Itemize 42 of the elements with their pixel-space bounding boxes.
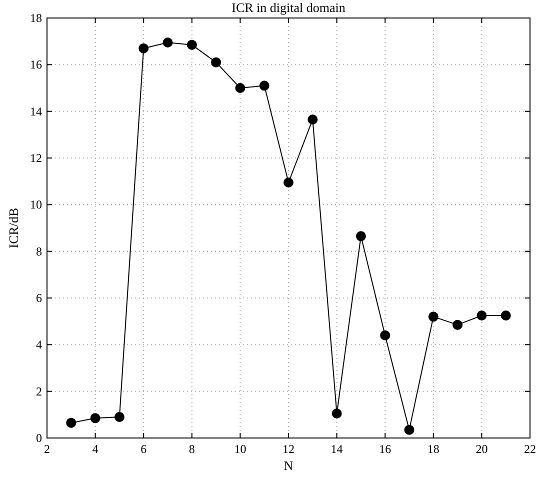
y-tick-label: 12 xyxy=(30,151,42,165)
x-axis-title: N xyxy=(284,458,294,473)
x-tick-label: 6 xyxy=(140,442,147,456)
y-tick-label: 10 xyxy=(30,198,42,212)
chart-title: ICR in digital domain xyxy=(232,0,346,15)
point xyxy=(186,40,197,50)
x-tick-label: 8 xyxy=(188,442,195,456)
y-tick-label: 4 xyxy=(36,338,42,352)
point xyxy=(356,231,366,242)
point xyxy=(500,310,511,320)
x-tick-label: 10 xyxy=(234,442,246,456)
point xyxy=(162,38,173,48)
y-tick-label: 18 xyxy=(30,11,42,25)
x-tick-label: 22 xyxy=(524,442,536,456)
point xyxy=(284,178,294,188)
x-tick-label: 18 xyxy=(427,442,440,456)
x-tick-label: 4 xyxy=(92,442,98,456)
y-tick-label: 0 xyxy=(36,431,42,445)
y-axis-title: ICR/dB xyxy=(6,207,21,248)
x-tick-label: 16 xyxy=(379,442,392,456)
point xyxy=(332,408,342,418)
point xyxy=(428,312,438,322)
point xyxy=(259,80,270,91)
point xyxy=(380,330,390,340)
y-tick-label: 6 xyxy=(36,291,42,305)
point xyxy=(476,310,487,320)
point xyxy=(90,413,100,424)
y-tick-label: 2 xyxy=(36,384,42,398)
point xyxy=(235,83,246,93)
point xyxy=(452,320,463,330)
y-tick-label: 14 xyxy=(30,104,42,118)
point xyxy=(114,412,124,422)
point xyxy=(138,43,149,54)
point xyxy=(66,418,76,428)
point xyxy=(211,57,222,68)
x-tick-label: 12 xyxy=(282,442,294,456)
point xyxy=(404,424,414,435)
x-tick-label: 14 xyxy=(330,442,343,456)
y-tick-label: 16 xyxy=(30,58,42,72)
x-tick-label: 20 xyxy=(476,442,488,456)
y-tick-label: 8 xyxy=(36,244,42,258)
point xyxy=(308,114,318,124)
